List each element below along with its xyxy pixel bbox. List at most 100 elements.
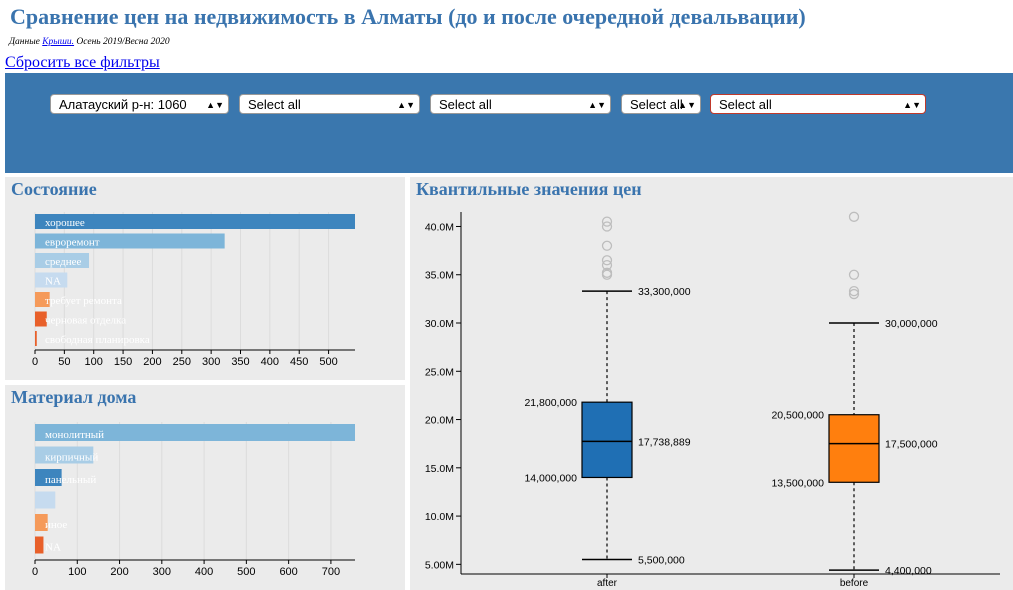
min-label: 5,500,000 [638, 555, 685, 567]
y-tick-label: 15.0M [425, 463, 454, 475]
bar-label: NA [45, 276, 61, 288]
bar-label: NA [45, 542, 61, 554]
x-tick-label: 300 [202, 356, 220, 368]
subtitle-prefix: Данные [9, 37, 43, 47]
filter-select-3[interactable]: Select all ▲▼ [430, 94, 611, 114]
max-label: 30,000,000 [885, 318, 938, 330]
bar [35, 292, 50, 307]
x-tick-label: 150 [114, 356, 132, 368]
x-tick-label: 200 [110, 566, 128, 578]
page-title: Сравнение цен на недвижимость в Алматы (… [10, 4, 806, 29]
bar-label: панельный [45, 474, 96, 486]
min-label: 4,400,000 [885, 565, 932, 577]
y-tick-label: 35.0M [425, 270, 454, 282]
x-tick-label: 50 [58, 356, 70, 368]
x-tick-label: 400 [195, 566, 213, 578]
condition-chart: 0 50 100 150 200 250 300 350 400 450 500 хорошее евр… [32, 212, 355, 368]
bar-label: хорошее [45, 217, 85, 229]
y-tick-label: 25.0M [425, 366, 454, 378]
bar [35, 311, 47, 327]
filter-select-2[interactable]: Select all ▲▼ [239, 94, 420, 114]
filter-select-4[interactable]: Select all ▲▼ [621, 94, 701, 114]
outlier-point [601, 267, 613, 278]
quantile-panel-title: Квантильные значения цен [416, 179, 642, 199]
filter-bar: Алатауский р-н: 1060 ▲▼ Select all ▲▼ Sele… [5, 73, 1013, 173]
outlier-point [848, 211, 860, 222]
bar-label: черновая отделка [45, 315, 126, 327]
x-tick-label: 350 [231, 356, 249, 368]
x-tick-label: 250 [173, 356, 191, 368]
y-tick-label: 20.0M [425, 415, 454, 427]
filter-select-5-value: Select all [719, 97, 772, 112]
x-tick-label: 100 [85, 356, 103, 368]
bar [35, 331, 37, 346]
outlier-point [601, 255, 613, 266]
x-tick-label: 200 [143, 356, 161, 368]
select-arrow-icon: ▲▼ [678, 100, 696, 110]
quantile-panel: Квантильные значения цен 5.00M 10.0M 15.0M… [410, 177, 1013, 590]
bar-label: монолитный [45, 429, 104, 441]
material-panel-title: Материал дома [11, 387, 137, 407]
price-boxplot: 5.00M 10.0M 15.0M 20.0M 25.0M 30.0M 35.0M 40.0M… [425, 211, 1000, 589]
bar-label: требует ремонта [45, 295, 122, 307]
x-category-label: before [840, 578, 869, 589]
x-tick-label: 600 [279, 566, 297, 578]
q3-label: 21,800,000 [524, 397, 577, 409]
bar [35, 233, 225, 249]
select-arrow-icon: ▲▼ [206, 100, 224, 110]
filter-select-4-value: Select all [630, 97, 683, 112]
q1-label: 13,500,000 [771, 477, 824, 489]
outlier-point [601, 259, 613, 271]
filter-select-3-value: Select all [439, 97, 492, 112]
bar [35, 272, 68, 288]
q1-label: 14,000,000 [524, 472, 577, 484]
data-source-note: Данные Крыши. Осень 2019/Весна 2020 [9, 37, 170, 47]
condition-panel: Состояние 0 50 100 150 200 250 300 350 400 450 500… [5, 177, 405, 380]
median-label: 17,738,889 [638, 436, 691, 448]
iqr-box [581, 401, 633, 479]
outlier-point [601, 221, 613, 232]
bar [35, 446, 94, 464]
x-tick-label: 500 [237, 566, 255, 578]
y-tick-label: 30.0M [425, 318, 454, 330]
reset-filters-link[interactable]: Сбросить все фильтры [5, 54, 160, 71]
x-tick-label: 0 [32, 566, 38, 578]
bar-label: кирпичный [45, 452, 98, 464]
select-arrow-icon: ▲▼ [903, 100, 921, 110]
bar-label: среднее [45, 256, 81, 268]
material-panel: Материал дома 0 100 200 300 400 500 600 700 моно… [5, 385, 405, 590]
x-tick-label: 400 [261, 356, 279, 368]
outlier-point [601, 216, 613, 227]
bar-label: свободная планировка [45, 334, 150, 346]
bar [35, 536, 44, 554]
bar [35, 469, 62, 486]
filter-select-5[interactable]: Select all ▲▼ [710, 94, 926, 114]
subtitle-period: Осень 2019/Весна 2020 [74, 37, 170, 47]
outlier-point [601, 240, 613, 251]
material-chart: 0 100 200 300 400 500 600 700 монолитный кирпичны… [32, 422, 355, 578]
x-tick-label: 500 [319, 356, 337, 368]
x-category-label: after [597, 578, 618, 589]
q3-label: 20,500,000 [771, 410, 824, 422]
source-link[interactable]: Крыши. [42, 37, 75, 47]
outlier-point [848, 269, 860, 280]
bar [35, 214, 355, 229]
select-arrow-icon: ▲▼ [397, 100, 415, 110]
outlier-point [848, 286, 860, 297]
x-tick-label: 450 [290, 356, 308, 368]
x-tick-label: 100 [68, 566, 86, 578]
max-label: 33,300,000 [638, 286, 691, 298]
x-tick-label: 0 [32, 356, 38, 368]
bar [35, 253, 90, 268]
bar [35, 491, 56, 509]
median-label: 17,500,000 [885, 439, 938, 451]
outlier-point [848, 288, 860, 300]
y-tick-label: 40.0M [425, 221, 454, 233]
bar [35, 514, 48, 531]
iqr-box [828, 414, 880, 483]
district-select-value: Алатауский р-н: 1060 [59, 97, 187, 112]
x-tick-label: 700 [322, 566, 340, 578]
y-tick-label: 10.0M [425, 511, 454, 523]
district-select[interactable]: Алатауский р-н: 1060 ▲▼ [50, 94, 229, 114]
y-tick-label: 5.00M [425, 559, 454, 571]
